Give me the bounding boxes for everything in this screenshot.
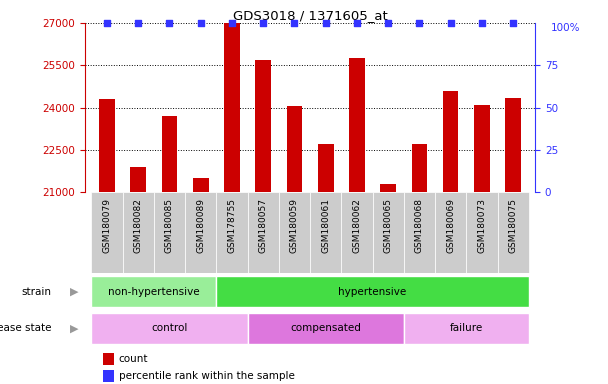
Bar: [162, 116, 178, 192]
Text: control: control: [151, 323, 188, 333]
FancyBboxPatch shape: [123, 192, 154, 273]
FancyBboxPatch shape: [216, 276, 529, 307]
FancyBboxPatch shape: [185, 192, 216, 273]
Bar: [318, 144, 334, 192]
FancyBboxPatch shape: [247, 313, 404, 344]
Point: [289, 20, 299, 26]
Text: GSM180059: GSM180059: [290, 199, 299, 253]
Bar: [474, 105, 489, 192]
Point: [102, 20, 112, 26]
FancyBboxPatch shape: [247, 192, 279, 273]
Bar: [103, 353, 114, 365]
Text: compensated: compensated: [290, 323, 361, 333]
Point: [352, 20, 362, 26]
Bar: [443, 91, 458, 192]
Text: ▶: ▶: [70, 323, 78, 333]
FancyBboxPatch shape: [279, 192, 310, 273]
Text: GSM180082: GSM180082: [134, 199, 143, 253]
Title: GDS3018 / 1371605_at: GDS3018 / 1371605_at: [233, 9, 387, 22]
Text: GSM180089: GSM180089: [196, 199, 206, 253]
Point: [446, 20, 455, 26]
Point: [383, 20, 393, 26]
Text: GSM180065: GSM180065: [384, 199, 393, 253]
Bar: [131, 167, 146, 192]
Bar: [255, 60, 271, 192]
Point: [508, 20, 518, 26]
FancyBboxPatch shape: [404, 192, 435, 273]
Text: disease state: disease state: [0, 323, 52, 333]
Text: strain: strain: [21, 287, 52, 297]
FancyBboxPatch shape: [91, 192, 123, 273]
Text: ▶: ▶: [70, 287, 78, 297]
Text: non-hypertensive: non-hypertensive: [108, 287, 199, 297]
FancyBboxPatch shape: [497, 192, 529, 273]
Point: [165, 20, 174, 26]
Point: [477, 20, 487, 26]
Bar: [349, 58, 365, 192]
Text: hypertensive: hypertensive: [339, 287, 407, 297]
Text: GSM178755: GSM178755: [227, 199, 237, 253]
FancyBboxPatch shape: [310, 192, 341, 273]
Bar: [505, 98, 521, 192]
Text: count: count: [119, 354, 148, 364]
FancyBboxPatch shape: [373, 192, 404, 273]
Point: [196, 20, 206, 26]
Bar: [193, 178, 209, 192]
FancyBboxPatch shape: [466, 192, 497, 273]
Point: [415, 20, 424, 26]
Text: GSM180075: GSM180075: [509, 199, 517, 253]
FancyBboxPatch shape: [435, 192, 466, 273]
Text: GSM180079: GSM180079: [103, 199, 111, 253]
Text: failure: failure: [450, 323, 483, 333]
Bar: [224, 23, 240, 192]
FancyBboxPatch shape: [154, 192, 185, 273]
FancyBboxPatch shape: [216, 192, 247, 273]
Text: GSM180069: GSM180069: [446, 199, 455, 253]
Point: [227, 20, 237, 26]
Text: GSM180057: GSM180057: [259, 199, 268, 253]
Text: GSM180061: GSM180061: [321, 199, 330, 253]
Text: GSM180073: GSM180073: [477, 199, 486, 253]
Text: GSM180085: GSM180085: [165, 199, 174, 253]
FancyBboxPatch shape: [404, 313, 529, 344]
Text: GSM180062: GSM180062: [353, 199, 361, 253]
FancyBboxPatch shape: [91, 276, 216, 307]
Text: 100%: 100%: [551, 23, 580, 33]
Point: [258, 20, 268, 26]
Text: GSM180068: GSM180068: [415, 199, 424, 253]
Point: [133, 20, 143, 26]
Bar: [99, 99, 115, 192]
Bar: [381, 184, 396, 192]
FancyBboxPatch shape: [91, 313, 247, 344]
Point: [321, 20, 331, 26]
Bar: [286, 106, 302, 192]
Bar: [103, 370, 114, 382]
Bar: [412, 144, 427, 192]
Text: percentile rank within the sample: percentile rank within the sample: [119, 371, 295, 381]
FancyBboxPatch shape: [341, 192, 373, 273]
